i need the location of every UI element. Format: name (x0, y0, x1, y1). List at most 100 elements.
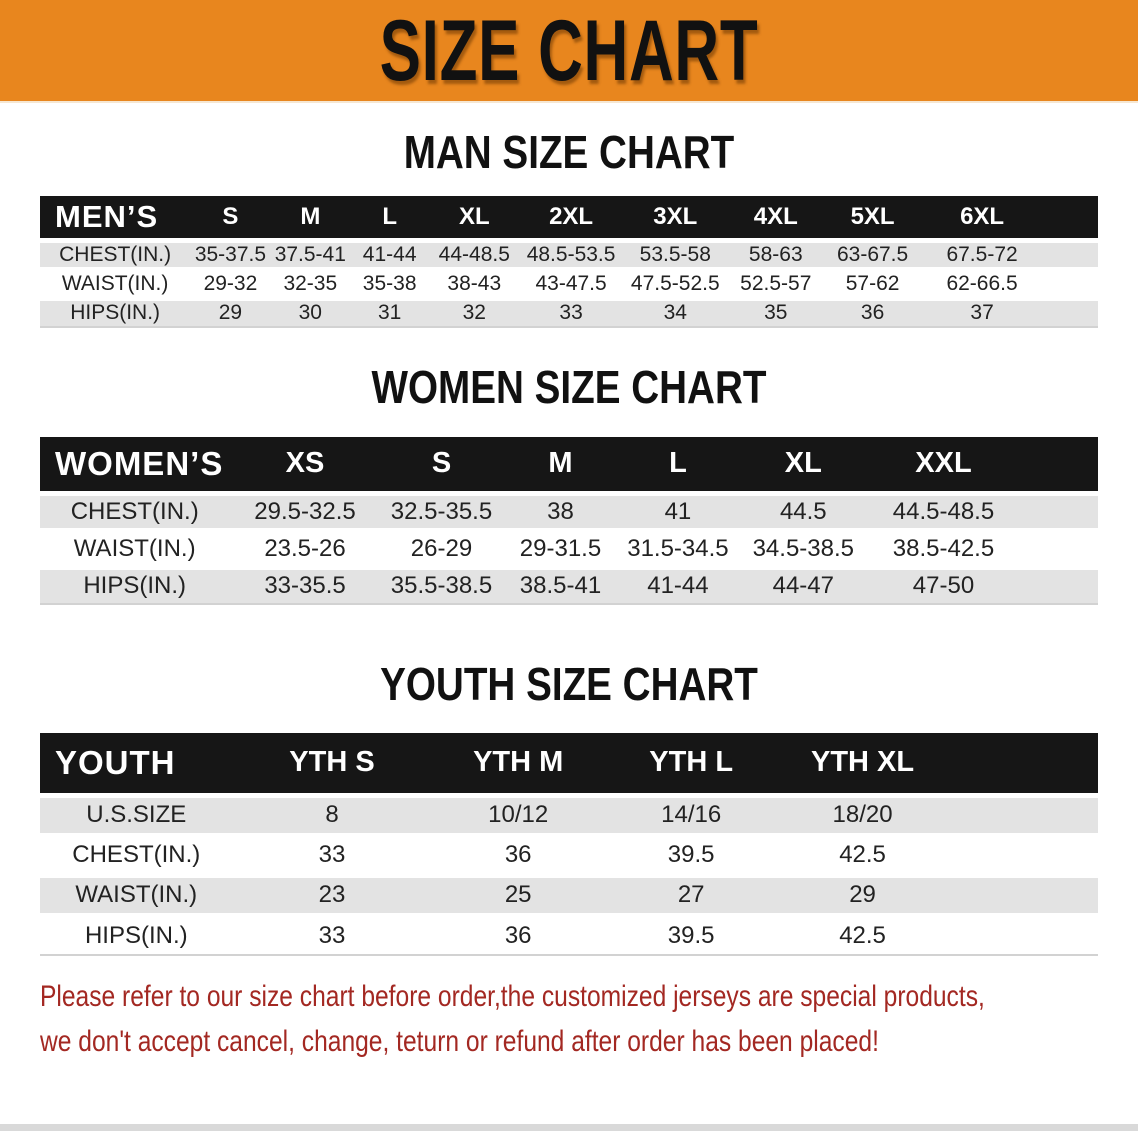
size-value-cell: 36 (431, 835, 605, 878)
size-value-cell: 8 (232, 795, 432, 838)
size-value-cell: 43-47.5 (519, 269, 623, 301)
size-value-cell: 41-44 (618, 567, 738, 605)
measurement-row: HIPS(IN.) 33-35.5 35.5-38.5 38.5-41 41-44 44-… (40, 567, 1098, 605)
size-column-header: L (618, 437, 738, 496)
spacer-cell (1017, 437, 1098, 496)
size-column-header: YTH L (604, 733, 778, 798)
spacer-cell (1042, 269, 1098, 301)
size-value-cell: 42.5 (777, 915, 948, 956)
size-value-cell: 37 (921, 298, 1043, 328)
size-value-cell: 23 (232, 875, 432, 918)
disclaimer: Please refer to our size chart before or… (40, 974, 1098, 1064)
measurement-row: HIPS(IN.) 33 36 39.5 42.5 (40, 915, 1098, 956)
size-value-cell: 44.5-48.5 (869, 493, 1018, 533)
size-value-cell: 29 (777, 875, 948, 918)
measurement-row: CHEST(IN.) 29.5-32.5 32.5-35.5 38 41 44.5 44.5… (40, 493, 1098, 533)
size-value-cell: 31 (349, 298, 430, 328)
size-value-cell: 35 (727, 298, 824, 328)
row-label: CHEST(IN.) (40, 493, 230, 533)
size-value-cell: 10/12 (431, 795, 605, 838)
size-value-cell: 31.5-34.5 (618, 530, 738, 570)
size-value-cell: 25 (431, 875, 605, 918)
measurement-row: WAIST(IN.) 29-32 32-35 35-38 38-43 43-47.5 47.… (40, 269, 1098, 301)
size-header-row: YOUTH YTH S YTH M YTH L YTH XL (40, 733, 1098, 798)
size-value-cell: 33-35.5 (229, 567, 381, 605)
size-column-header: XL (429, 196, 520, 243)
measurement-row: CHEST(IN.) 35-37.5 37.5-41 41-44 44-48.5 48.5… (40, 240, 1098, 272)
size-value-cell: 14/16 (604, 795, 778, 838)
row-label: WAIST(IN.) (40, 269, 191, 301)
spacer-cell (1042, 196, 1098, 243)
size-value-cell: 29.5-32.5 (229, 493, 381, 533)
size-column-header: 6XL (921, 196, 1043, 243)
spacer-cell (947, 795, 1098, 838)
size-column-header: XL (737, 437, 870, 496)
size-value-cell: 32-35 (270, 269, 350, 301)
size-value-cell: 44-48.5 (429, 240, 520, 272)
row-label: HIPS(IN.) (40, 567, 230, 605)
row-label: CHEST(IN.) (40, 240, 191, 272)
size-column-header: 5XL (823, 196, 922, 243)
banner: SIZE CHART (0, 0, 1138, 103)
size-value-cell: 32.5-35.5 (380, 493, 503, 533)
spacer-cell (947, 733, 1098, 798)
size-value-cell: 63-67.5 (823, 240, 922, 272)
row-label: WAIST(IN.) (40, 530, 230, 570)
women-size-table: WOMEN’S XS S M L XL XXL CHEST(IN.) 29.5-32.5 32.5… (40, 437, 1098, 605)
size-value-cell: 27 (604, 875, 778, 918)
table-title-cell: YOUTH (40, 733, 233, 798)
size-value-cell: 38.5-41 (502, 567, 619, 605)
size-value-cell: 58-63 (727, 240, 824, 272)
size-value-cell: 39.5 (604, 835, 778, 878)
size-header-row: WOMEN’S XS S M L XL XXL (40, 437, 1098, 496)
size-column-header: YTH XL (777, 733, 948, 798)
size-value-cell: 29 (190, 298, 271, 328)
size-value-cell: 44-47 (737, 567, 870, 605)
size-column-header: 3XL (622, 196, 728, 243)
size-value-cell: 35.5-38.5 (380, 567, 503, 605)
women-section-heading: WOMEN SIZE CHART (371, 361, 767, 413)
row-label: U.S.SIZE (40, 795, 233, 838)
size-value-cell: 37.5-41 (270, 240, 350, 272)
size-value-cell: 67.5-72 (921, 240, 1043, 272)
size-column-header: M (270, 196, 350, 243)
size-value-cell: 34 (622, 298, 728, 328)
size-value-cell: 29-31.5 (502, 530, 619, 570)
men-size-table: MEN’S S M L XL 2XL 3XL 4XL 5XL 6XL CHEST(IN.) 35-37… (40, 196, 1098, 328)
measurement-row: U.S.SIZE 8 10/12 14/16 18/20 (40, 795, 1098, 838)
size-value-cell: 53.5-58 (622, 240, 728, 272)
size-column-header: S (380, 437, 503, 496)
youth-section-heading: YOUTH SIZE CHART (380, 658, 758, 710)
size-value-cell: 23.5-26 (229, 530, 381, 570)
size-value-cell: 47.5-52.5 (622, 269, 728, 301)
row-label: CHEST(IN.) (40, 835, 233, 878)
size-column-header: 4XL (727, 196, 824, 243)
size-value-cell: 35-37.5 (190, 240, 271, 272)
size-column-header: YTH M (431, 733, 605, 798)
size-value-cell: 39.5 (604, 915, 778, 956)
table-title-cell: WOMEN’S (40, 437, 230, 496)
size-value-cell: 33 (232, 915, 432, 956)
size-value-cell: 36 (431, 915, 605, 956)
size-value-cell: 26-29 (380, 530, 503, 570)
size-value-cell: 42.5 (777, 835, 948, 878)
size-value-cell: 33 (232, 835, 432, 878)
size-value-cell: 29-32 (190, 269, 271, 301)
youth-size-table: YOUTH YTH S YTH M YTH L YTH XL U.S.SIZE 8 10/12… (40, 733, 1098, 956)
row-label: HIPS(IN.) (40, 298, 191, 328)
size-column-header: 2XL (519, 196, 623, 243)
spacer-cell (947, 915, 1098, 956)
size-value-cell: 44.5 (737, 493, 870, 533)
disclaimer-line-2: we don't accept cancel, change, teturn o… (40, 1025, 879, 1058)
size-value-cell: 41-44 (349, 240, 430, 272)
youth-section: YOUTH SIZE CHART YOUTH YTH S YTH M YTH L YTH… (0, 661, 1138, 956)
table-title-cell: MEN’S (40, 196, 191, 243)
women-section: WOMEN SIZE CHART WOMEN’S XS S M L XL XXL CHEST(… (0, 364, 1138, 605)
measurement-row: CHEST(IN.) 33 36 39.5 42.5 (40, 835, 1098, 878)
spacer-cell (1042, 298, 1098, 328)
measurement-row: WAIST(IN.) 23.5-26 26-29 29-31.5 31.5-34.5 34… (40, 530, 1098, 570)
spacer-cell (947, 835, 1098, 878)
size-column-header: M (502, 437, 619, 496)
size-value-cell: 35-38 (349, 269, 430, 301)
size-value-cell: 38.5-42.5 (869, 530, 1018, 570)
